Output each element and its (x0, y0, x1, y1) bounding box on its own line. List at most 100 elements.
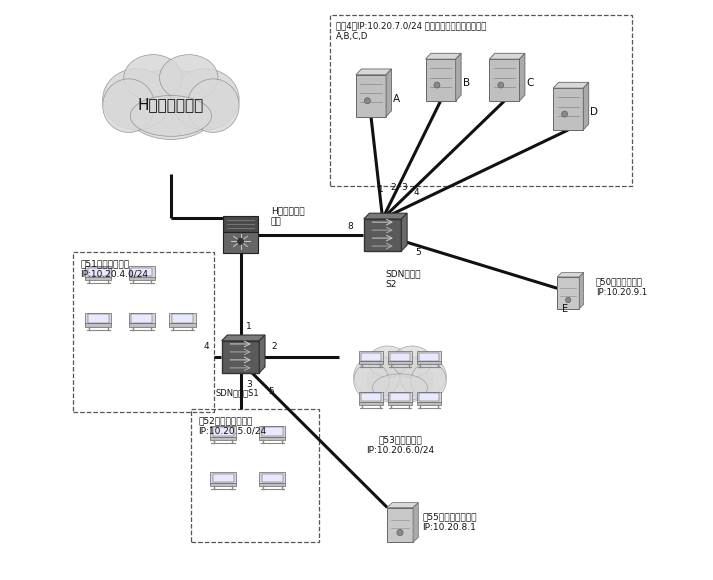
Polygon shape (387, 503, 419, 508)
Polygon shape (386, 69, 391, 117)
Polygon shape (553, 82, 589, 88)
FancyBboxPatch shape (417, 351, 441, 362)
FancyBboxPatch shape (86, 313, 111, 324)
Circle shape (562, 111, 568, 117)
Text: H学院主干网络: H学院主干网络 (138, 97, 204, 112)
Ellipse shape (124, 55, 183, 100)
Text: E: E (563, 304, 568, 314)
FancyBboxPatch shape (88, 314, 109, 322)
FancyBboxPatch shape (260, 426, 285, 437)
Text: 罗55：审计服务器：
IP:10.20.8.1: 罗55：审计服务器： IP:10.20.8.1 (422, 512, 476, 532)
Polygon shape (579, 273, 584, 309)
Text: 1: 1 (246, 322, 252, 331)
FancyBboxPatch shape (359, 392, 383, 403)
FancyBboxPatch shape (129, 266, 155, 278)
FancyBboxPatch shape (260, 472, 285, 484)
FancyBboxPatch shape (417, 361, 441, 364)
Text: H学院核心交
换机: H学院核心交 换机 (271, 206, 304, 226)
Text: D: D (590, 107, 598, 117)
FancyBboxPatch shape (387, 508, 413, 542)
Ellipse shape (130, 96, 212, 136)
FancyBboxPatch shape (361, 353, 381, 361)
FancyBboxPatch shape (129, 324, 155, 327)
FancyBboxPatch shape (388, 351, 412, 362)
Polygon shape (489, 53, 525, 59)
Circle shape (565, 298, 571, 303)
Polygon shape (456, 53, 461, 101)
Ellipse shape (411, 362, 446, 399)
FancyBboxPatch shape (557, 277, 579, 309)
Ellipse shape (392, 346, 432, 378)
FancyBboxPatch shape (170, 313, 195, 324)
Text: 罗51：网络研究所
IP:10.20.4.0/24: 罗51：网络研究所 IP:10.20.4.0/24 (81, 259, 148, 278)
Text: 1: 1 (378, 186, 384, 194)
Text: 罗50：数据服务器
IP:10.20.9.1: 罗50：数据服务器 IP:10.20.9.1 (596, 277, 647, 297)
Text: A: A (393, 93, 400, 104)
Ellipse shape (171, 68, 239, 130)
Polygon shape (356, 69, 391, 75)
FancyBboxPatch shape (489, 59, 520, 101)
FancyBboxPatch shape (212, 427, 234, 436)
FancyBboxPatch shape (131, 314, 153, 322)
FancyBboxPatch shape (417, 392, 441, 403)
Text: 3: 3 (401, 183, 407, 191)
Circle shape (498, 82, 504, 88)
Ellipse shape (354, 356, 400, 397)
Ellipse shape (187, 79, 239, 132)
Polygon shape (364, 213, 407, 219)
FancyBboxPatch shape (359, 351, 383, 362)
Polygon shape (222, 335, 265, 340)
Text: 4: 4 (414, 188, 419, 197)
FancyBboxPatch shape (388, 361, 412, 364)
FancyBboxPatch shape (262, 427, 283, 436)
FancyBboxPatch shape (390, 353, 410, 361)
FancyBboxPatch shape (364, 219, 401, 251)
FancyBboxPatch shape (419, 393, 438, 401)
Polygon shape (401, 213, 407, 251)
Bar (73, 252, 215, 412)
FancyBboxPatch shape (359, 361, 383, 364)
Ellipse shape (354, 362, 389, 399)
FancyBboxPatch shape (172, 314, 193, 322)
FancyBboxPatch shape (390, 393, 410, 401)
Ellipse shape (122, 70, 220, 140)
Circle shape (237, 238, 243, 244)
FancyBboxPatch shape (210, 426, 236, 437)
FancyBboxPatch shape (361, 393, 381, 401)
Polygon shape (426, 53, 461, 59)
FancyBboxPatch shape (223, 232, 258, 253)
FancyBboxPatch shape (426, 59, 456, 101)
Text: 罗52：研究生实验室
IP:10.20.5.0/24: 罗52：研究生实验室 IP:10.20.5.0/24 (198, 416, 266, 435)
FancyBboxPatch shape (86, 266, 111, 278)
FancyBboxPatch shape (129, 277, 155, 280)
Text: 2: 2 (272, 342, 277, 351)
FancyBboxPatch shape (212, 474, 234, 482)
Ellipse shape (103, 79, 155, 132)
FancyBboxPatch shape (86, 277, 111, 280)
Text: SDN交换机
S2: SDN交换机 S2 (386, 270, 421, 289)
FancyBboxPatch shape (553, 88, 583, 130)
FancyBboxPatch shape (419, 353, 438, 361)
FancyBboxPatch shape (210, 437, 236, 440)
Ellipse shape (160, 55, 218, 100)
FancyBboxPatch shape (86, 324, 111, 327)
Circle shape (434, 82, 440, 88)
FancyBboxPatch shape (88, 268, 109, 276)
Ellipse shape (400, 356, 446, 397)
FancyBboxPatch shape (262, 474, 283, 482)
FancyBboxPatch shape (260, 437, 285, 440)
FancyBboxPatch shape (129, 313, 155, 324)
Text: C: C (526, 78, 534, 88)
Polygon shape (260, 335, 265, 373)
FancyBboxPatch shape (359, 402, 383, 405)
FancyBboxPatch shape (170, 324, 195, 327)
FancyBboxPatch shape (222, 341, 260, 373)
Text: 2: 2 (390, 183, 396, 191)
Bar (330, 14, 632, 186)
Circle shape (397, 530, 403, 536)
FancyBboxPatch shape (223, 216, 258, 232)
Polygon shape (520, 53, 525, 101)
Text: 8: 8 (348, 222, 354, 231)
Circle shape (364, 97, 370, 104)
Ellipse shape (103, 68, 171, 130)
